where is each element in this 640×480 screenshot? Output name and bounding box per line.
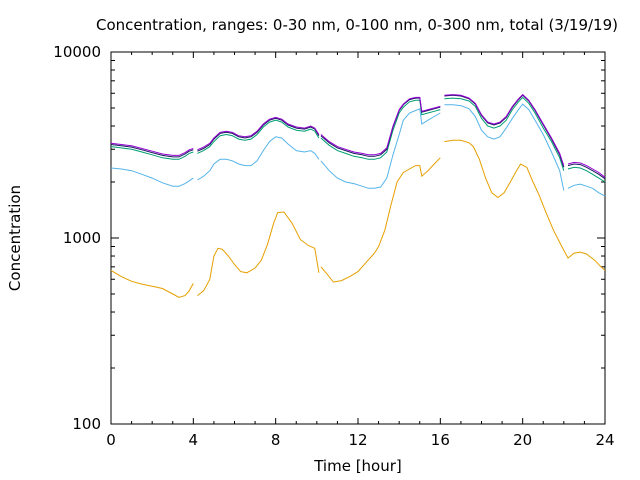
plot-frame — [110, 51, 606, 425]
series-line-2 — [320, 99, 441, 160]
y-tick-label: 100 — [72, 415, 101, 433]
series-line-1 — [197, 136, 320, 181]
x-axis-label: Time [hour] — [313, 457, 402, 475]
series-line-1 — [567, 183, 606, 197]
y-axis-label: Concentration — [6, 185, 24, 291]
series-line-4 — [197, 116, 320, 151]
series-line-0 — [320, 157, 441, 283]
series-line-4 — [320, 96, 441, 156]
axis-ticks: 0 4 8 12 16 20 24 100 1000 10000 — [53, 43, 614, 449]
series-line-2 — [110, 146, 194, 160]
x-tick-label: 12 — [348, 431, 367, 449]
series-line-4 — [444, 93, 565, 166]
x-tick-label: 8 — [271, 431, 281, 449]
chart-title: Concentration, ranges: 0-30 nm, 0-100 nm… — [96, 16, 618, 34]
x-tick-label: 0 — [106, 431, 116, 449]
series-group — [110, 93, 606, 298]
series-line-2 — [197, 119, 320, 154]
series-line-3 — [110, 144, 194, 158]
x-tick-label: 24 — [595, 431, 614, 449]
series-line-4 — [110, 142, 194, 156]
x-tick-label: 20 — [513, 431, 532, 449]
series-line-1 — [110, 167, 194, 187]
series-line-2 — [444, 96, 565, 171]
series-line-4 — [567, 161, 606, 178]
series-line-3 — [444, 94, 565, 168]
y-tick-label: 1000 — [63, 229, 101, 247]
series-line-2 — [567, 166, 606, 183]
series-line-0 — [444, 139, 606, 271]
series-line-3 — [197, 117, 320, 152]
x-tick-label: 4 — [189, 431, 199, 449]
series-line-0 — [197, 211, 320, 296]
x-tick-label: 16 — [431, 431, 450, 449]
series-line-1 — [320, 108, 441, 189]
series-line-1 — [444, 103, 565, 191]
series-line-0 — [110, 269, 194, 298]
series-line-3 — [567, 163, 606, 180]
y-tick-label: 10000 — [53, 43, 101, 61]
